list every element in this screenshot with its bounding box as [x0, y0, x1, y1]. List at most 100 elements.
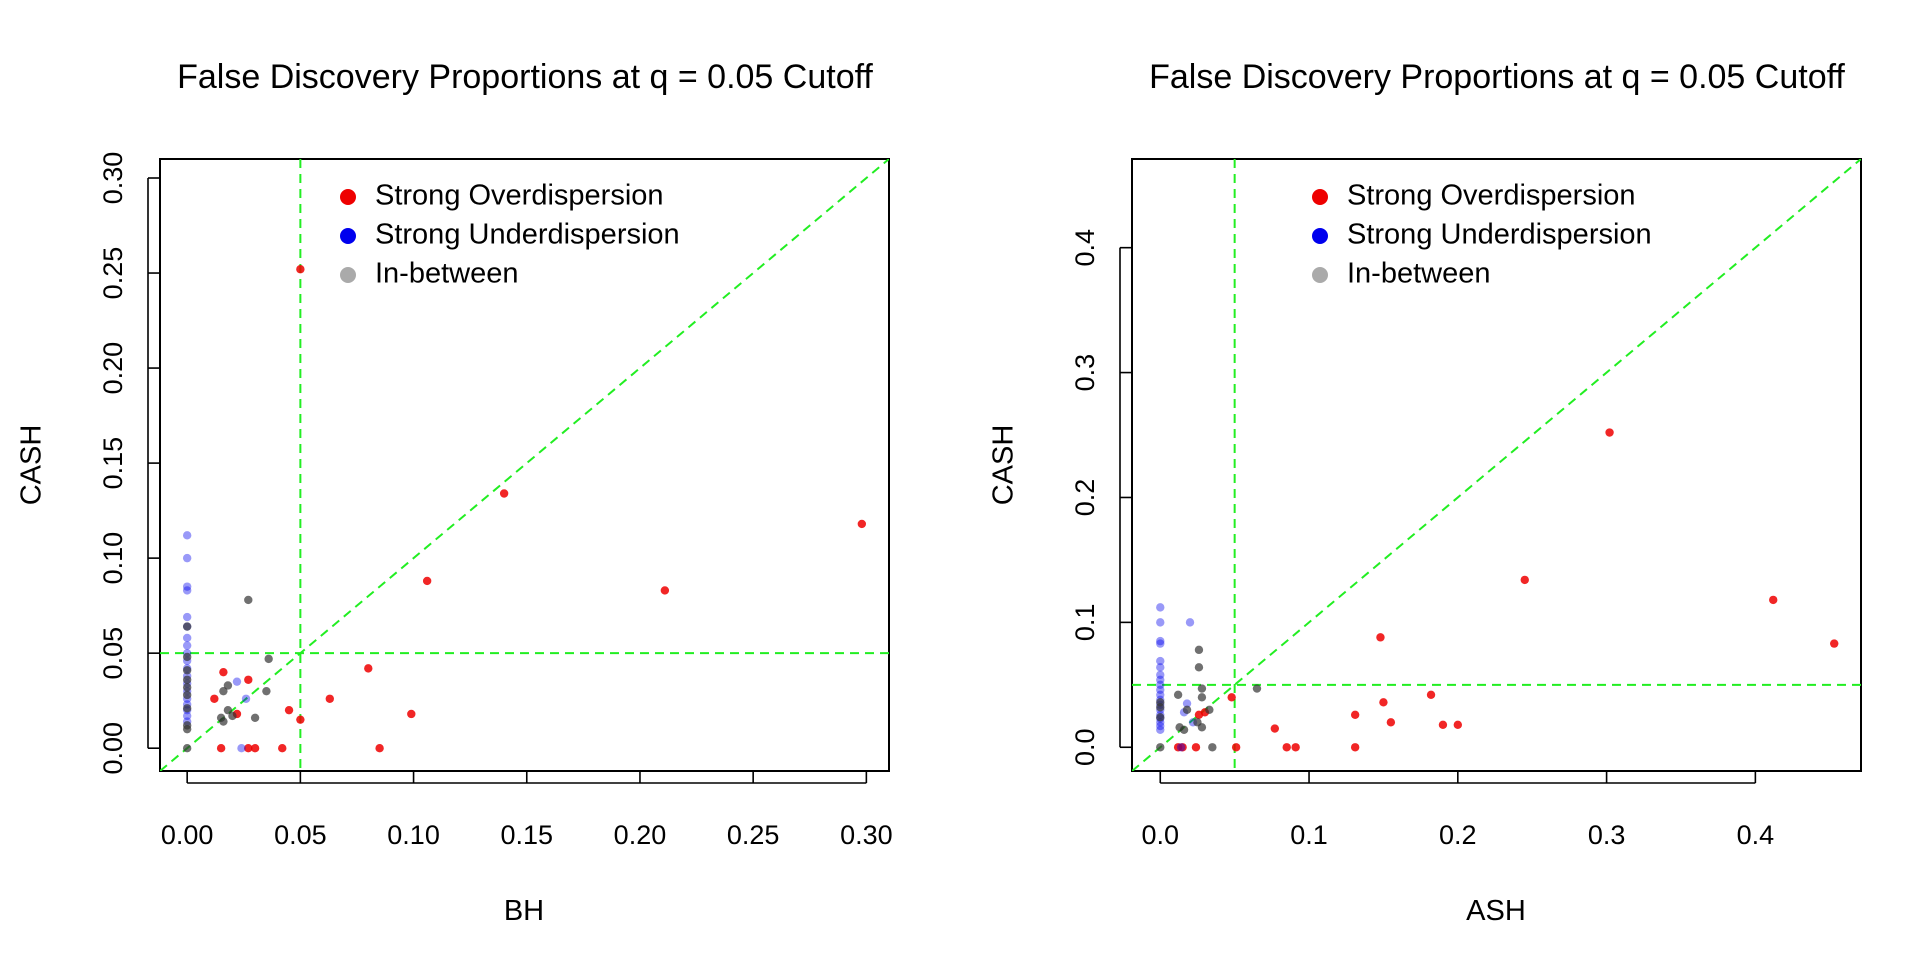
- data-point-in-between: [219, 686, 228, 696]
- data-point-strong-underdispersion: [1156, 639, 1165, 648]
- data-point-strong-overdispersion: [1769, 595, 1778, 605]
- y-tick-label: 0.20: [98, 342, 128, 395]
- data-point-in-between: [1205, 705, 1214, 714]
- y-tick-label: 0.15: [98, 437, 128, 490]
- legend-marker: [340, 189, 356, 205]
- data-point-strong-underdispersion: [1156, 725, 1165, 734]
- data-point-strong-underdispersion: [182, 586, 192, 595]
- reference-lines: [160, 159, 889, 771]
- data-point-in-between: [182, 683, 192, 692]
- data-point-strong-underdispersion: [182, 612, 192, 622]
- data-point-in-between: [228, 711, 237, 721]
- data-point-in-between: [1182, 705, 1192, 714]
- data-point-strong-underdispersion: [1156, 675, 1165, 685]
- legend-entry-label: Strong Underdispersion: [375, 219, 680, 251]
- data-point-strong-overdispersion: [1291, 743, 1300, 752]
- data-point-strong-overdispersion: [364, 664, 373, 673]
- legend-entry-label: In-between: [1347, 258, 1491, 290]
- diagonal-line: [1132, 159, 1861, 771]
- data-point-strong-underdispersion: [1176, 743, 1186, 752]
- data-point-strong-overdispersion: [499, 489, 509, 498]
- data-point-strong-underdispersion: [182, 711, 192, 721]
- data-point-strong-underdispersion: [1156, 670, 1165, 680]
- data-point-in-between: [1156, 703, 1165, 712]
- x-tick-label: 0.05: [274, 820, 327, 850]
- chart-title: False Discovery Proportions at q = 0.05 …: [1149, 58, 1845, 96]
- data-point-strong-overdispersion: [1453, 720, 1463, 729]
- y-tick-label: 0.10: [98, 532, 128, 585]
- data-point-strong-overdispersion: [244, 675, 253, 684]
- data-point-strong-underdispersion: [1156, 636, 1165, 646]
- data-point-strong-overdispersion: [1379, 698, 1388, 707]
- data-point-in-between: [182, 704, 192, 713]
- data-point-strong-overdispersion: [278, 743, 287, 753]
- x-tick-label: 0.10: [387, 820, 440, 850]
- data-point-in-between: [182, 743, 192, 753]
- data-point-strong-underdispersion: [1156, 663, 1165, 672]
- data-point-in-between: [1194, 663, 1204, 672]
- data-point-strong-overdispersion: [325, 694, 334, 703]
- y-tick-label: 0.25: [98, 247, 128, 300]
- data-point-strong-overdispersion: [1376, 633, 1385, 642]
- x-tick-label: 0.1: [1290, 820, 1328, 850]
- data-point-strong-overdispersion: [216, 743, 226, 753]
- data-points: [182, 265, 867, 753]
- legend-entry-label: In-between: [375, 258, 519, 290]
- data-point-in-between: [182, 666, 192, 675]
- data-point-in-between: [223, 681, 233, 690]
- data-point-in-between: [1252, 684, 1262, 693]
- data-point-strong-overdispersion: [1386, 718, 1396, 727]
- data-point-strong-overdispersion: [1231, 743, 1241, 752]
- data-point-strong-underdispersion: [182, 553, 192, 563]
- data-point-strong-overdispersion: [660, 586, 670, 595]
- legend: Strong Overdispersion Strong Underdispers…: [1312, 180, 1652, 290]
- data-point-strong-overdispersion: [1178, 743, 1187, 752]
- data-point-strong-overdispersion: [1350, 743, 1360, 752]
- data-point-in-between: [182, 724, 192, 734]
- data-point-strong-underdispersion: [182, 633, 192, 643]
- data-point-strong-overdispersion: [1438, 720, 1448, 729]
- legend-entry-label: Strong Overdispersion: [375, 180, 664, 212]
- data-point-strong-overdispersion: [284, 705, 294, 715]
- y-axis-label: CASH: [16, 425, 48, 506]
- data-point-in-between: [1197, 693, 1207, 702]
- data-point-strong-overdispersion: [1520, 575, 1529, 585]
- data-point-strong-underdispersion: [1156, 685, 1165, 695]
- x-tick-label: 0.2: [1439, 820, 1477, 850]
- data-point-in-between: [1173, 690, 1183, 700]
- data-point-in-between: [250, 713, 260, 722]
- plot-frame: [1131, 158, 1862, 772]
- data-point-strong-overdispersion: [857, 519, 867, 529]
- data-point-in-between: [244, 595, 253, 605]
- legend-marker: [340, 228, 356, 244]
- y-tick-label: 0.05: [98, 627, 128, 680]
- y-tick-label: 0.0: [1070, 728, 1100, 766]
- data-point-strong-overdispersion: [296, 715, 305, 724]
- reference-lines: [1132, 159, 1861, 771]
- x-tick-label: 0.15: [500, 820, 553, 850]
- data-point-in-between: [182, 690, 192, 700]
- x-tick-label: 0.3: [1588, 820, 1626, 850]
- data-point-strong-overdispersion: [1605, 428, 1614, 437]
- data-point-in-between: [264, 654, 273, 664]
- data-point-strong-underdispersion: [1156, 721, 1165, 731]
- data-point-strong-overdispersion: [219, 667, 228, 677]
- legend-entry-label: Strong Overdispersion: [1347, 180, 1636, 212]
- legend-marker: [1312, 189, 1328, 205]
- x-axis-label: BH: [504, 895, 544, 927]
- data-point-in-between: [182, 675, 192, 684]
- data-point-strong-underdispersion: [232, 677, 242, 686]
- legend: Strong Overdispersion Strong Underdispers…: [340, 180, 680, 290]
- x-tick-label: 0.0: [1141, 820, 1179, 850]
- data-point-strong-underdispersion: [1156, 656, 1165, 666]
- x-tick-label: 0.30: [840, 820, 893, 850]
- data-point-in-between: [262, 686, 271, 696]
- data-point-in-between: [223, 705, 233, 715]
- legend-marker: [340, 267, 356, 283]
- data-point-strong-overdispersion: [244, 743, 253, 753]
- data-point-strong-overdispersion: [1350, 710, 1360, 719]
- plot-frame: [159, 158, 890, 772]
- data-point-strong-overdispersion: [1227, 693, 1236, 702]
- legend-entry-label: Strong Underdispersion: [1347, 219, 1652, 251]
- data-point-strong-overdispersion: [422, 576, 432, 586]
